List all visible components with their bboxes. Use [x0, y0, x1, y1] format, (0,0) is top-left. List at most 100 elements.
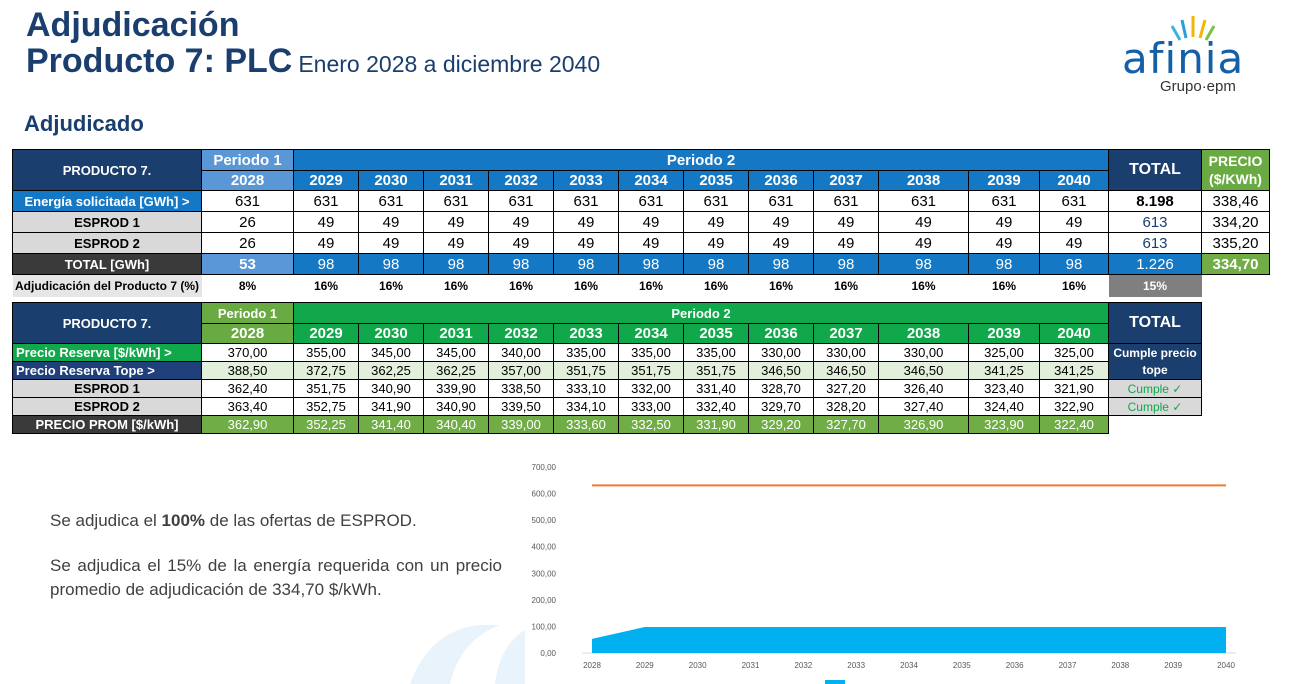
- table1-cell: 49: [1039, 211, 1109, 233]
- table2-cell: 325,00: [1039, 343, 1109, 362]
- table2-cell: 333,60: [553, 415, 619, 434]
- x-tick-label: 2033: [847, 661, 865, 670]
- table1-row-precio: 334,70: [1201, 253, 1270, 275]
- table2-cell: 321,90: [1039, 379, 1109, 398]
- table1-year-header: 2033: [553, 170, 619, 191]
- table2-row: Precio Reserva [$/kWh] >370,00 355,00 345,…: [12, 343, 1202, 380]
- table1-year-header: 2035: [683, 170, 749, 191]
- table2-cell: 331,40: [683, 379, 749, 398]
- table2-cell: 332,00: [618, 379, 684, 398]
- table2-empty: [1109, 416, 1202, 434]
- table2-year-header: 2039: [968, 323, 1040, 344]
- table2-cell: 322,40: [1039, 415, 1109, 434]
- x-tick-label: 2035: [953, 661, 971, 670]
- table1-cell: 98: [813, 253, 879, 275]
- table2-cumple-tope: Cumple precio tope: [1108, 343, 1202, 380]
- table2-cell: 339,50: [488, 397, 554, 416]
- table1-cell: 26: [201, 211, 294, 233]
- table1-cell: 98: [878, 253, 969, 275]
- table1-pct-cell: 16%: [1061, 278, 1087, 293]
- table1-row-label: ESPROD 2: [12, 232, 202, 254]
- table2-row-label: Precio Reserva [$/kWh] >: [12, 343, 202, 362]
- y-tick-label: 200,00: [532, 596, 557, 605]
- table2-cumple-badge: Cumple ✓: [1108, 397, 1202, 416]
- table2-row: ESPROD 2 363,40 352,75 341,90 340,90 339,50 33…: [12, 397, 1202, 416]
- table1-pct-row: Adjudicación del Producto 7 (%) 8% 16% 16% 1…: [12, 274, 1270, 297]
- table2-cell: 351,75: [293, 379, 359, 398]
- table2-cell: 328,20: [813, 397, 879, 416]
- table2-row-label: Precio Reserva Tope >: [12, 361, 202, 380]
- x-tick-label: 2032: [794, 661, 812, 670]
- table2-cell: 341,40: [358, 415, 424, 434]
- table1-pct-cell: 16%: [703, 278, 729, 293]
- table2-year-header: 2028: [201, 323, 294, 344]
- table2-cell: 323,90: [968, 415, 1040, 434]
- table2-cell: 340,00: [488, 343, 554, 362]
- table2-year-header: 2037: [813, 323, 879, 344]
- y-tick-label: 600,00: [532, 490, 557, 499]
- table1-cell: 49: [748, 232, 814, 254]
- table1-cell: 49: [293, 232, 359, 254]
- table1-year-header: 2039: [968, 170, 1040, 191]
- table2-row-label: ESPROD 2: [12, 397, 202, 416]
- table1-cell: 49: [358, 232, 424, 254]
- table2-cell: 327,40: [878, 397, 969, 416]
- table2-cell: 327,70: [813, 415, 879, 434]
- table1-cell: 49: [488, 211, 554, 233]
- table2-cell: 322,90: [1039, 397, 1109, 416]
- table1-row-precio: 334,20: [1201, 211, 1270, 233]
- table1-pct-cell: 16%: [991, 278, 1017, 293]
- table1-row-total: 1.226: [1108, 253, 1202, 275]
- table2-cell: 326,40: [878, 379, 969, 398]
- table1-row-total: 613: [1108, 211, 1202, 233]
- table2-cell: 362,25: [423, 361, 489, 380]
- table2-year-header: 2036: [748, 323, 814, 344]
- table1-cell: 631: [423, 190, 489, 212]
- y-tick-label: 700,00: [532, 463, 557, 472]
- table2-cell: 330,00: [813, 343, 879, 362]
- table2-cell: 327,20: [813, 379, 879, 398]
- table2-cell: 339,00: [488, 415, 554, 434]
- table1-precio-header: PRECIO ($/KWh): [1201, 149, 1270, 191]
- table1-year-header: 2032: [488, 170, 554, 191]
- table2-year-header: 2030: [358, 323, 424, 344]
- table1-pct-cell: 16%: [378, 278, 404, 293]
- table1-cell: 631: [553, 190, 619, 212]
- table2-cell: 362,90: [201, 415, 294, 434]
- table1-row-total: 613: [1108, 232, 1202, 254]
- table1-year-header: 2036: [748, 170, 814, 191]
- table1-cell: 98: [683, 253, 749, 275]
- table2-cell: 370,00: [201, 343, 294, 362]
- x-tick-label: 2037: [1059, 661, 1077, 670]
- table2-cell: 362,40: [201, 379, 294, 398]
- area-series: [592, 626, 1226, 653]
- table2-cell: 332,40: [683, 397, 749, 416]
- period-range: Enero 2028 a diciembre 2040: [298, 51, 601, 77]
- table2-year-header: 2031: [423, 323, 489, 344]
- afinia-logo: afinia Grupo·epm: [1118, 12, 1258, 102]
- table1-row: ESPROD 2 26 49 49 49 49 49 49 49 49 49 49 49 49 613 335…: [12, 232, 1270, 254]
- table2-year-header: 2032: [488, 323, 554, 344]
- table1-cell: 631: [968, 190, 1040, 212]
- table2-cell: 352,75: [293, 397, 359, 416]
- table1-cell: 49: [878, 211, 969, 233]
- table1-pct-cell: 16%: [508, 278, 534, 293]
- table1-cell: 631: [201, 190, 294, 212]
- table2-cell: 352,25: [293, 415, 359, 434]
- table1-cell: 49: [423, 211, 489, 233]
- table1-cell: 631: [748, 190, 814, 212]
- table1-cell: 49: [423, 232, 489, 254]
- table2-year-header: 2040: [1039, 323, 1109, 344]
- table2-cell: 340,90: [358, 379, 424, 398]
- table1-row: TOTAL [GWh] 53 98 98 98 98 98 98 98 98 98 98 98 98 1.2…: [12, 253, 1270, 275]
- table1-row-label: ESPROD 1: [12, 211, 202, 233]
- table2-cell: 388,50: [201, 361, 294, 380]
- table1-year-header: 2034: [618, 170, 684, 191]
- x-tick-label: 2031: [742, 661, 760, 670]
- table2-cell: 325,00: [968, 343, 1040, 362]
- table1-year-header: 2029: [293, 170, 359, 191]
- logo-rays-icon: [1170, 16, 1216, 41]
- table1-pct-total: 15%: [1108, 274, 1202, 297]
- table1-pct-cell: 16%: [573, 278, 599, 293]
- y-tick-label: 400,00: [532, 543, 557, 552]
